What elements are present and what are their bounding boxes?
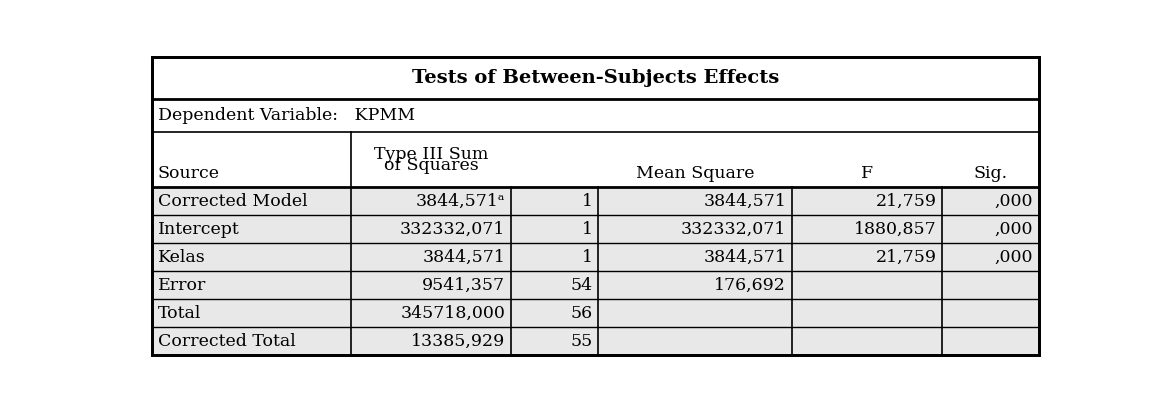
Text: Sig.: Sig.	[973, 164, 1007, 182]
Text: Corrected Total: Corrected Total	[158, 333, 295, 350]
Text: Tests of Between-Subjects Effects: Tests of Between-Subjects Effects	[411, 69, 780, 87]
Text: 3844,571: 3844,571	[703, 249, 787, 266]
Text: 1880,857: 1880,857	[854, 221, 937, 238]
Text: F: F	[861, 164, 873, 182]
Bar	[152, 327, 1039, 355]
Bar	[152, 187, 1039, 215]
Text: 332332,071: 332332,071	[681, 221, 787, 238]
Text: of Squares: of Squares	[383, 157, 479, 174]
Text: 332332,071: 332332,071	[400, 221, 505, 238]
Bar	[152, 271, 1039, 299]
Text: 21,759: 21,759	[875, 249, 937, 266]
Bar	[152, 243, 1039, 271]
Text: 1: 1	[581, 193, 593, 210]
Text: 55: 55	[571, 333, 593, 350]
Text: Mean Square: Mean Square	[636, 164, 754, 182]
Text: 3844,571ᵃ: 3844,571ᵃ	[416, 193, 505, 210]
Text: Kelas: Kelas	[158, 249, 206, 266]
Text: 1: 1	[581, 221, 593, 238]
Text: Source: Source	[158, 164, 220, 182]
Text: Error: Error	[158, 277, 206, 294]
Text: 54: 54	[571, 277, 593, 294]
Bar	[152, 57, 1039, 99]
Text: Corrected Model: Corrected Model	[158, 193, 308, 210]
Text: 9541,357: 9541,357	[422, 277, 505, 294]
Text: Total: Total	[158, 305, 201, 322]
Text: ,000: ,000	[995, 249, 1033, 266]
Bar	[152, 99, 1039, 132]
Text: 345718,000: 345718,000	[401, 305, 505, 322]
Bar	[152, 215, 1039, 243]
Bar	[152, 132, 1039, 187]
Text: Dependent Variable:   KPMM: Dependent Variable: KPMM	[158, 107, 415, 124]
Text: 176,692: 176,692	[715, 277, 787, 294]
Text: 13385,929: 13385,929	[411, 333, 505, 350]
Text: ,000: ,000	[995, 221, 1033, 238]
Text: 1: 1	[581, 249, 593, 266]
Text: 56: 56	[571, 305, 593, 322]
Bar	[152, 299, 1039, 327]
Text: 21,759: 21,759	[875, 193, 937, 210]
Text: 3844,571: 3844,571	[703, 193, 787, 210]
Text: Type III Sum: Type III Sum	[374, 146, 488, 162]
Text: ,000: ,000	[995, 193, 1033, 210]
Text: Intercept: Intercept	[158, 221, 239, 238]
Text: 3844,571: 3844,571	[423, 249, 505, 266]
